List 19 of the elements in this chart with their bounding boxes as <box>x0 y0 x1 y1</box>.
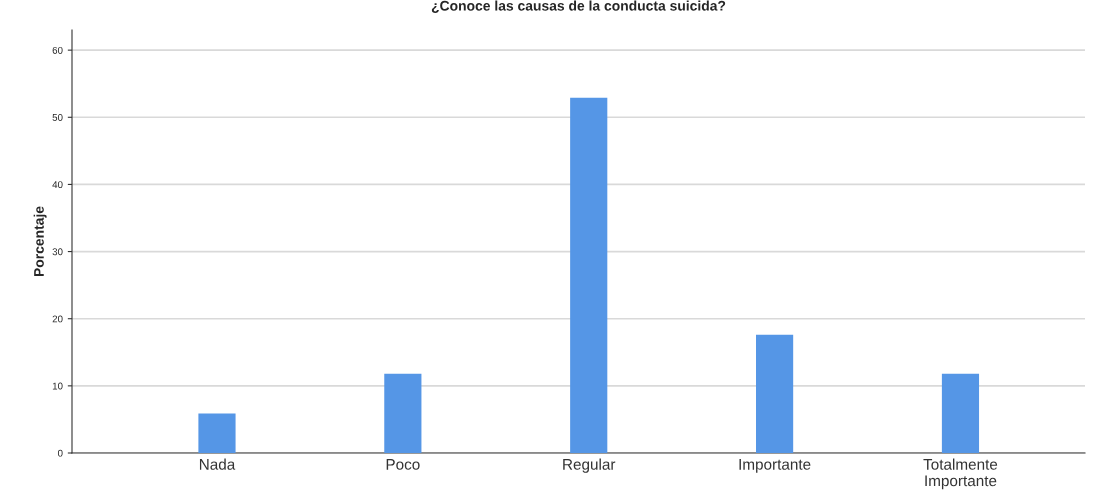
y-tick-label: 50 <box>52 114 63 121</box>
chart-title: ¿Conoce las causas de la conducta suicida? <box>431 0 726 13</box>
x-tick-label: Regular <box>563 458 616 473</box>
y-tick-label: 0 <box>57 449 63 457</box>
y-axis-title: Porcentaje <box>33 206 47 277</box>
x-tick-label: Totalmente Importante <box>923 458 998 490</box>
y-tick-label: 20 <box>52 315 63 323</box>
y-tick-label: 30 <box>52 248 63 256</box>
y-tick-label: 40 <box>52 181 63 189</box>
x-tick-label: Nada <box>199 458 236 470</box>
bar <box>570 97 608 453</box>
y-tick-label: 10 <box>52 382 63 390</box>
x-tick-label: Importante <box>739 459 811 473</box>
y-tick-label: 60 <box>52 46 63 54</box>
bar <box>756 334 794 453</box>
bar <box>941 373 980 453</box>
x-tick-label: Poco <box>386 459 420 470</box>
bar <box>198 413 236 453</box>
bar <box>384 373 422 453</box>
